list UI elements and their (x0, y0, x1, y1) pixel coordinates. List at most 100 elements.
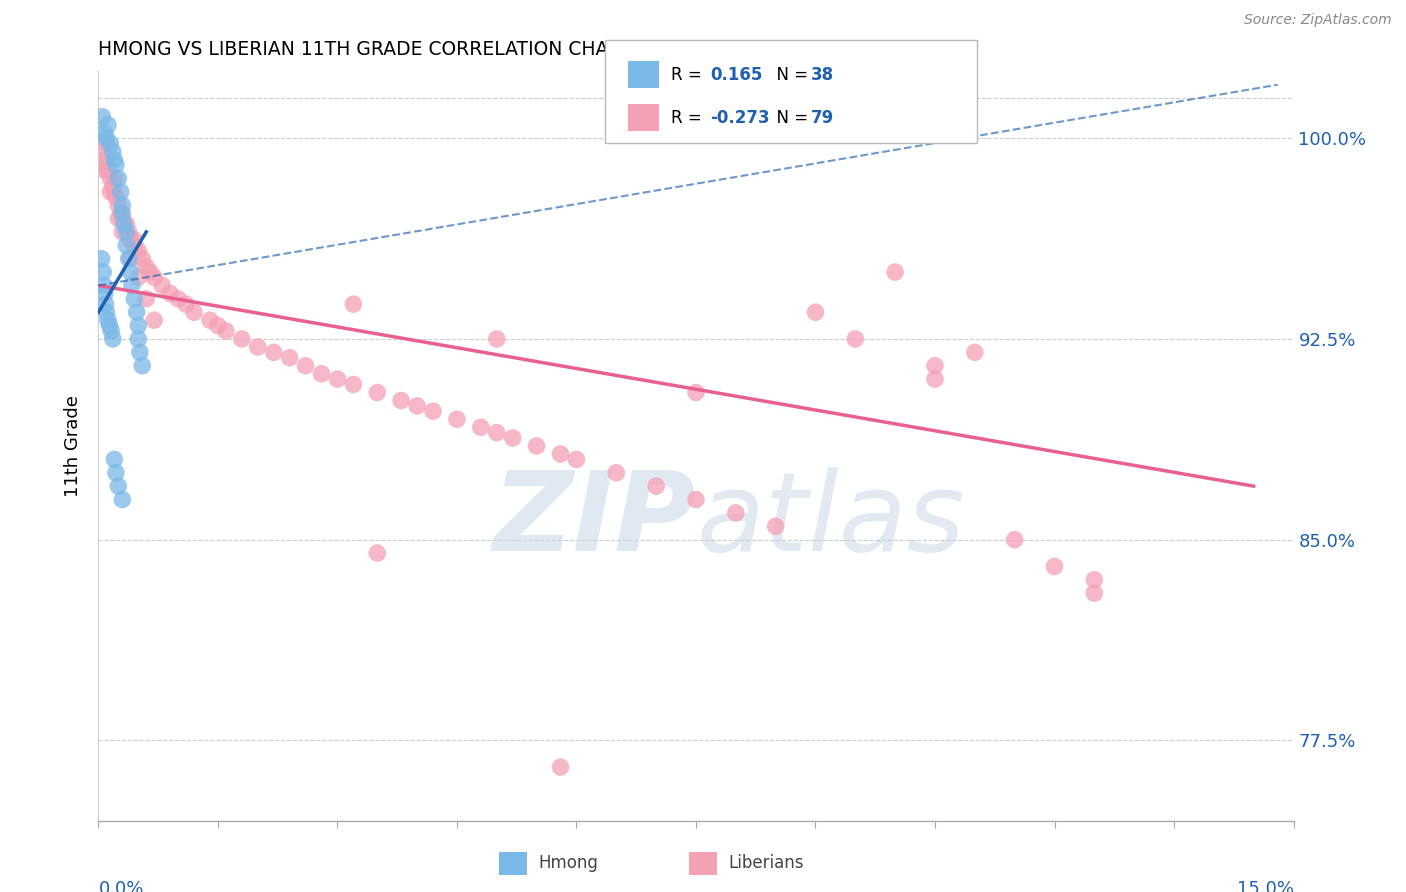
Point (94, 126, 117, 140)
Point (107, 198, 129, 212)
Point (125, 305, 148, 319)
Text: atlas: atlas (696, 467, 965, 574)
Point (98, 136, 122, 151)
Point (215, 324, 238, 338)
Point (107, 479, 129, 493)
Point (143, 313, 166, 327)
Point (143, 270, 166, 285)
Text: 79: 79 (811, 109, 835, 127)
Point (94, 153, 117, 167)
Point (101, 145, 124, 159)
Point (366, 546, 388, 560)
Point (121, 278, 143, 293)
Text: ZIP: ZIP (492, 467, 696, 574)
Point (605, 466, 627, 480)
Point (124, 292, 146, 306)
Point (342, 297, 364, 311)
Point (131, 252, 153, 266)
Point (1083, 573, 1105, 587)
Point (526, 439, 548, 453)
Point (246, 340, 269, 354)
Point (924, 359, 946, 373)
Point (139, 265, 162, 279)
Point (104, 158, 127, 172)
Point (207, 318, 229, 333)
Point (326, 372, 349, 386)
Point (98, 171, 122, 186)
Point (98, 185, 122, 199)
Point (127, 332, 149, 346)
Point (198, 313, 221, 327)
Point (231, 332, 253, 346)
Point (884, 265, 907, 279)
Point (422, 404, 444, 418)
Point (111, 198, 134, 212)
Point (111, 492, 134, 507)
Point (91, 110, 114, 124)
Point (104, 190, 127, 204)
Point (278, 351, 301, 365)
Point (294, 359, 316, 373)
Point (366, 385, 388, 400)
Point (924, 372, 946, 386)
Point (94, 286, 117, 301)
Point (103, 452, 125, 467)
Point (1004, 533, 1026, 547)
Point (124, 233, 146, 247)
Point (127, 244, 149, 258)
Text: Source: ZipAtlas.com: Source: ZipAtlas.com (1244, 13, 1392, 28)
Point (97, 118, 120, 132)
Point (101, 179, 124, 194)
Point (103, 171, 125, 186)
Point (90, 252, 112, 266)
Point (94, 163, 117, 178)
Point (110, 185, 132, 199)
Point (93, 278, 115, 293)
Point (103, 185, 125, 199)
Text: N =: N = (766, 109, 814, 127)
Text: 15.0%: 15.0% (1236, 880, 1294, 892)
Point (96, 305, 118, 319)
Text: 0.165: 0.165 (710, 66, 762, 84)
Point (765, 519, 787, 533)
Point (311, 367, 333, 381)
Text: -0.273: -0.273 (710, 109, 769, 127)
Point (550, 447, 572, 461)
Point (128, 345, 150, 359)
Point (844, 332, 866, 346)
Point (96, 131, 118, 145)
Point (103, 153, 125, 167)
Point (115, 225, 138, 239)
Point (104, 466, 127, 480)
Point (115, 238, 138, 252)
Point (406, 399, 429, 413)
Point (724, 506, 747, 520)
Point (685, 385, 707, 400)
Point (120, 233, 142, 247)
Point (342, 377, 364, 392)
Point (96, 136, 118, 151)
Point (91, 145, 114, 159)
Point (446, 412, 468, 426)
Text: 0.0%: 0.0% (98, 880, 143, 892)
Point (502, 431, 524, 445)
Point (124, 238, 146, 252)
Point (110, 206, 132, 220)
Point (97, 313, 120, 327)
Point (167, 292, 190, 306)
Point (174, 297, 197, 311)
Point (97, 163, 120, 178)
Point (685, 492, 707, 507)
Text: HMONG VS LIBERIAN 11TH GRADE CORRELATION CHART: HMONG VS LIBERIAN 11TH GRADE CORRELATION… (98, 39, 633, 59)
Point (645, 479, 668, 493)
Point (963, 345, 986, 359)
Point (111, 225, 134, 239)
Point (100, 324, 122, 338)
Text: R =: R = (671, 109, 707, 127)
Point (804, 305, 827, 319)
Point (111, 211, 134, 226)
Point (470, 420, 492, 434)
Point (120, 252, 142, 266)
Point (485, 425, 508, 440)
Point (135, 260, 157, 274)
